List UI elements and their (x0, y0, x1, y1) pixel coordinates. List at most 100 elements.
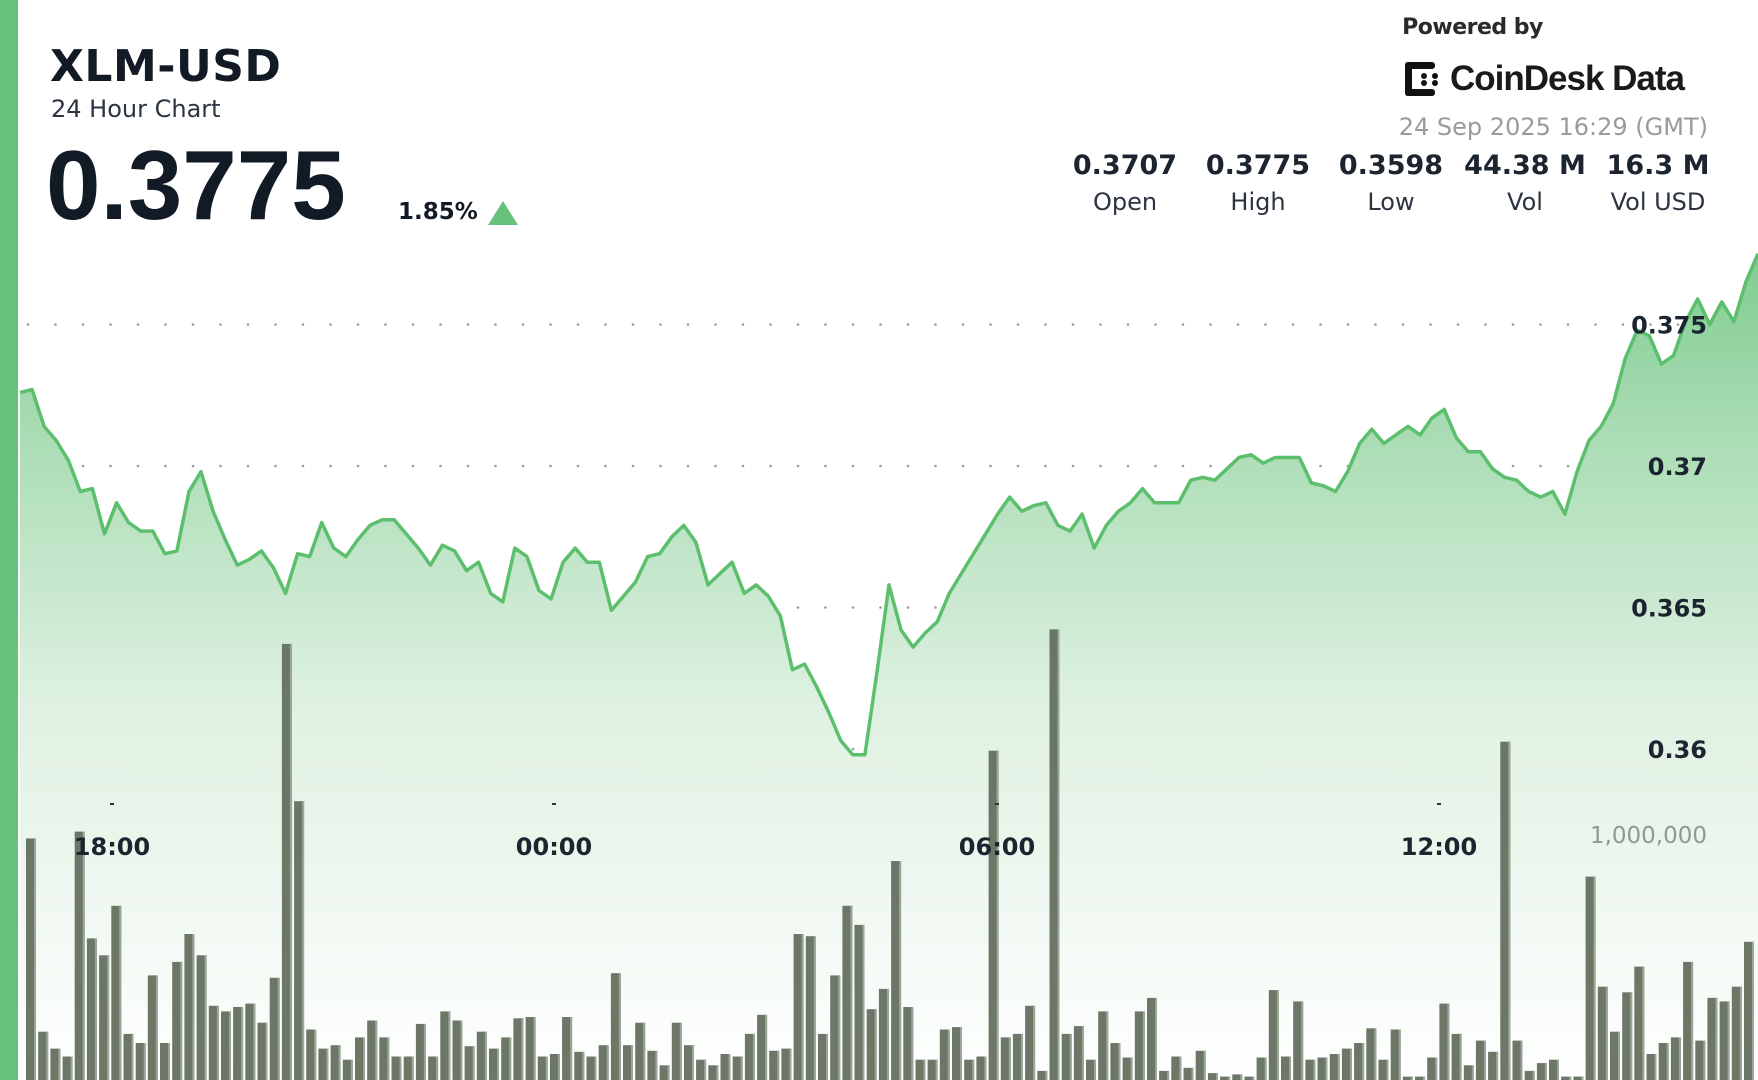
volume-bar (939, 1029, 950, 1080)
volume-bar-highlight (1203, 1050, 1206, 1080)
grid-dot (1099, 464, 1102, 468)
volume-bar (537, 1056, 548, 1080)
volume-bar (1744, 941, 1754, 1080)
stat-vol: 44.38 M Vol (1461, 150, 1589, 216)
volume-bar (318, 1048, 329, 1080)
volume-bar-highlight (1678, 1037, 1681, 1080)
volume-bar-highlight (960, 1027, 962, 1080)
chart-subtitle: 24 Hour Chart (51, 95, 221, 123)
volume-bar (1585, 876, 1596, 1080)
volume-bar (355, 1037, 365, 1080)
volume-bar (866, 1009, 877, 1080)
volume-bar-highlight (1374, 1028, 1377, 1080)
volume-bar (476, 1031, 487, 1080)
volume-bar-highlight (497, 1048, 499, 1080)
stat-high: 0.3775 High (1194, 150, 1322, 216)
volume-bar-highlight (1423, 1076, 1425, 1080)
volume-bar-highlight (1727, 1001, 1730, 1080)
volume-bar-highlight (777, 1050, 780, 1080)
grid-dot (1319, 464, 1322, 468)
volume-bar-highlight (1544, 1063, 1547, 1080)
volume-bar (1561, 1076, 1572, 1080)
volume-bar-highlight (1471, 1065, 1474, 1080)
stat-label: High (1230, 188, 1286, 216)
grid-dot (109, 323, 112, 326)
volume-bar (306, 1029, 317, 1080)
volume-bar (196, 955, 207, 1080)
volume-bar (415, 1023, 426, 1080)
grid-dot (1291, 323, 1295, 326)
volume-bar (805, 936, 816, 1080)
volume-bar-highlight (1118, 1043, 1121, 1080)
volume-bar-highlight (947, 1029, 950, 1080)
volume-bar-highlight (521, 1018, 524, 1080)
grid-dot (604, 323, 607, 326)
volume-bar-highlight (204, 955, 207, 1080)
grid-dot (879, 606, 882, 609)
grid-dot (961, 323, 965, 326)
grid-dot (714, 323, 717, 326)
volume-bar-highlight (46, 1031, 49, 1080)
grid-dot (1621, 323, 1625, 326)
volume-bar (1268, 990, 1279, 1080)
grid-dot (769, 323, 772, 326)
volume-bar-highlight (155, 975, 158, 1080)
volume-bar-highlight (692, 1045, 694, 1080)
volume-bar-highlight (1057, 629, 1060, 1080)
volume-bar (1646, 1054, 1657, 1080)
volume-bar (1195, 1050, 1206, 1080)
coindesk-logo-icon (1405, 62, 1438, 96)
grid-dot (1044, 464, 1047, 468)
volume-bar-highlight (570, 1017, 573, 1080)
grid-dot (439, 464, 442, 468)
grid-dot (356, 323, 360, 326)
volume-bar (818, 1033, 828, 1080)
grid-dot (604, 464, 607, 468)
volume-bar-highlight (850, 905, 853, 1080)
volume-bar-highlight (1362, 1043, 1365, 1080)
volume-bar-highlight (326, 1048, 329, 1080)
x-tick-mark (552, 803, 556, 805)
volume-bar-highlight (972, 1059, 975, 1080)
grid-dot (824, 323, 827, 326)
volume-bar-highlight (643, 1022, 646, 1080)
stat-label: Low (1367, 188, 1415, 216)
volume-bar-highlight (1459, 1033, 1462, 1080)
volume-bar-highlight (119, 905, 122, 1080)
stat-value: 0.3598 (1338, 150, 1444, 181)
volume-bar (1073, 1026, 1084, 1080)
volume-bar-highlight (448, 1011, 451, 1080)
grid-dot (301, 323, 305, 326)
grid-dot (659, 323, 662, 326)
volume-bar-highlight (302, 801, 305, 1080)
grid-dot (521, 464, 525, 468)
triangle-up-icon (488, 201, 518, 225)
volume-bar-highlight (484, 1031, 487, 1080)
grid-dot (769, 464, 772, 468)
volume-bar-highlight (1642, 966, 1645, 1080)
volume-bar-highlight (935, 1059, 938, 1080)
grid-dot (1594, 323, 1597, 326)
grid-dot (714, 464, 717, 468)
stat-label: Open (1092, 188, 1158, 216)
volume-bar-highlight (838, 975, 841, 1080)
grid-dot (631, 464, 635, 468)
volume-bar (659, 1065, 670, 1080)
logo-text: CoinDesk Data (1450, 59, 1685, 98)
grid-dot (1154, 323, 1157, 326)
volume-bar-highlight (1410, 1076, 1413, 1080)
volume-bar-highlight (1349, 1048, 1352, 1080)
volume-bar-highlight (460, 1020, 463, 1080)
volume-bar-highlight (1179, 1056, 1182, 1080)
y-tick-label: 0.375 (1631, 312, 1707, 340)
volume-bar (1086, 1059, 1096, 1080)
grid-dot (686, 464, 690, 468)
volume-bar-highlight (801, 934, 804, 1080)
volume-bar-highlight (606, 1045, 609, 1080)
grid-dot (824, 606, 827, 609)
volume-bar (403, 1056, 414, 1080)
volume-bar (428, 1056, 439, 1080)
price-line (19, 253, 1758, 757)
grid-dot (934, 464, 937, 468)
